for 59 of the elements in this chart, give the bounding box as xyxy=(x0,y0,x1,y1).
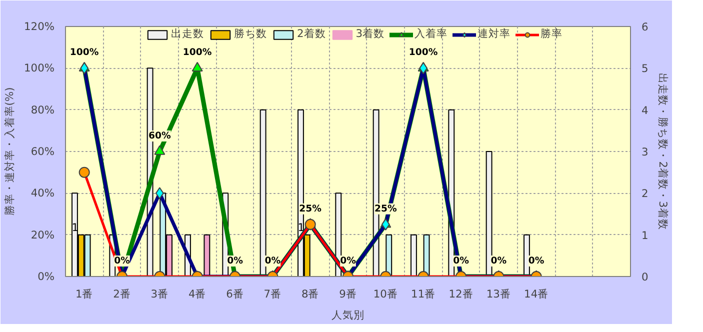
bar xyxy=(260,109,266,276)
data-label: 0% xyxy=(114,256,131,266)
bar xyxy=(410,234,417,276)
x-tick-label: 14番 xyxy=(524,288,549,300)
x-tick-label: 6番 xyxy=(226,288,244,300)
x-tick-label: 13番 xyxy=(486,288,511,300)
x-axis-title: 人気別 xyxy=(332,308,364,322)
y2-tick-label: 6 xyxy=(642,20,648,34)
data-label: 0% xyxy=(264,256,282,266)
bar xyxy=(204,234,210,276)
data-label: 25% xyxy=(374,203,398,214)
legend-label: 入着率 xyxy=(414,27,448,41)
data-label: 100% xyxy=(70,47,100,58)
y-tick-label: 60% xyxy=(30,145,54,158)
data-label: 0% xyxy=(453,256,470,266)
y-tick-label: 40% xyxy=(30,186,54,200)
data-label: 1 xyxy=(298,220,305,234)
x-tick-label: 7番 xyxy=(264,288,282,300)
data-label: 0% xyxy=(528,256,545,266)
bar xyxy=(386,234,392,276)
bar xyxy=(486,151,492,276)
y2-tick-label: 3 xyxy=(642,146,648,158)
y2-tick-label: 0 xyxy=(642,270,648,284)
y-tick-label: 0% xyxy=(38,270,54,283)
x-tick-label: 11番 xyxy=(411,288,436,300)
x-tick-label: 10番 xyxy=(373,288,398,300)
y2-tick-label: 4 xyxy=(642,104,648,117)
legend-label: 連対率 xyxy=(478,27,511,41)
y2-tick-label: 2 xyxy=(642,187,648,200)
y2-axis-title: 出走数・勝ち数・2着数・3着数 xyxy=(656,73,670,230)
legend-label: 勝率 xyxy=(540,27,563,41)
x-tick-label: 9番 xyxy=(339,288,357,300)
legend-label: 3着数 xyxy=(356,27,385,41)
data-label: 0% xyxy=(340,256,357,266)
bar xyxy=(524,234,530,276)
data-label: 100% xyxy=(408,47,438,58)
data-label: 25% xyxy=(299,203,322,214)
y-tick-label: 100% xyxy=(24,62,55,75)
legend-label: 出走数 xyxy=(171,27,204,41)
data-label: 100% xyxy=(182,47,212,58)
y-tick-label: 20% xyxy=(30,228,54,242)
x-tick-label: 2番 xyxy=(113,288,131,300)
y-axis-title: 勝率・連対率・入着率(%) xyxy=(3,87,16,216)
bar xyxy=(423,234,430,276)
data-label: 60% xyxy=(148,130,172,142)
x-tick-label: 12番 xyxy=(448,288,474,300)
y-tick-label: 120% xyxy=(24,20,55,33)
legend-label: 勝ち数 xyxy=(234,27,267,41)
x-tick-label: 3番 xyxy=(150,288,169,300)
data-label: 0% xyxy=(227,256,244,266)
legend-label: 2着数 xyxy=(297,27,326,41)
data-label: 0% xyxy=(490,256,508,266)
x-tick-label: 1番 xyxy=(75,288,94,300)
x-tick-label: 8番 xyxy=(301,288,320,300)
x-tick-label: 4番 xyxy=(188,288,206,300)
data-label: 1 xyxy=(72,220,79,234)
y2-tick-label: 5 xyxy=(642,62,648,76)
y-tick-label: 80% xyxy=(30,103,54,116)
y2-tick-label: 1 xyxy=(642,228,648,242)
